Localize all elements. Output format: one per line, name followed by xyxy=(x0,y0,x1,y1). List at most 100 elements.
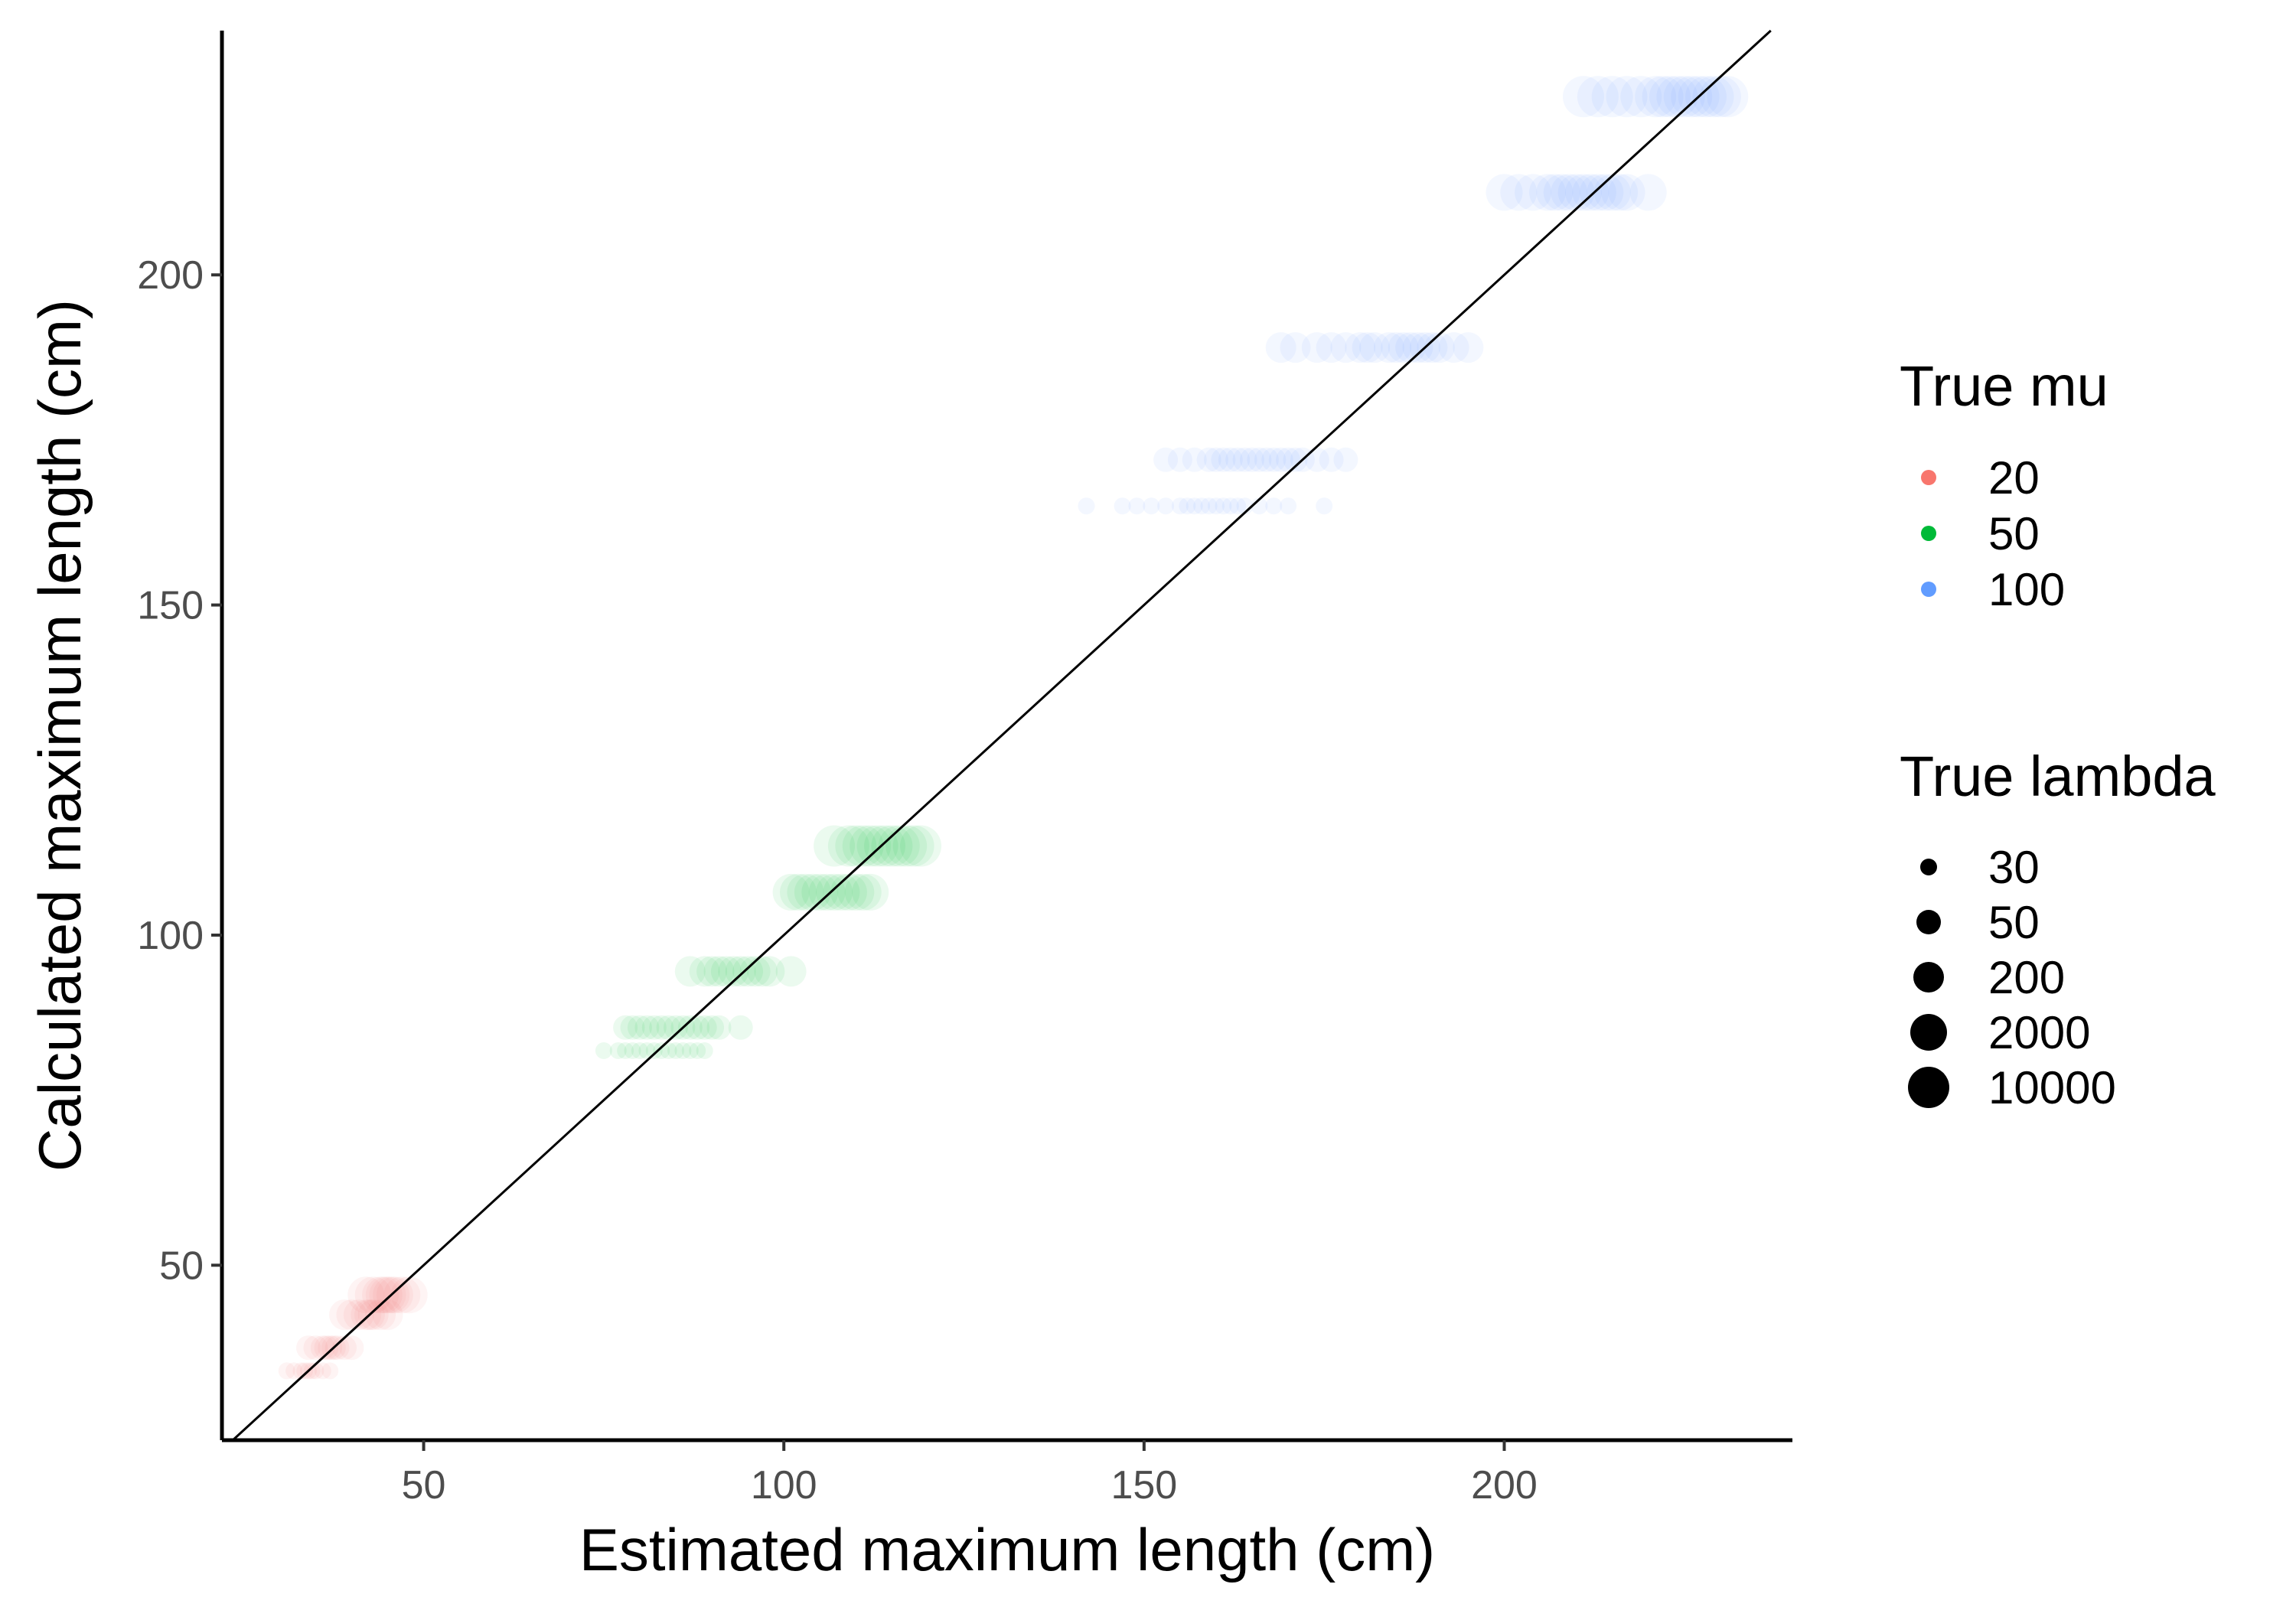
point-mu-100 xyxy=(1319,447,1344,472)
size-legend: True lambda 30 50 200 2000 10000 xyxy=(1900,745,2216,1113)
point-mu-20 xyxy=(347,1276,385,1314)
point-mu-100 xyxy=(1128,497,1146,515)
point-mu-100 xyxy=(1171,497,1189,515)
point-mu-50 xyxy=(772,873,810,911)
point-mu-100 xyxy=(1565,174,1602,211)
point-mu-50 xyxy=(634,1015,660,1040)
point-mu-20 xyxy=(303,1362,321,1380)
point-mu-100 xyxy=(1283,447,1308,472)
point-mu-20 xyxy=(318,1335,343,1361)
point-mu-100 xyxy=(1577,76,1619,118)
point-mu-100 xyxy=(1685,76,1727,118)
point-mu-100 xyxy=(1204,447,1228,472)
legend-label-lambda-30: 30 xyxy=(1988,842,2040,893)
point-mu-20 xyxy=(329,1299,360,1331)
data-points xyxy=(278,76,1749,1380)
point-mu-100 xyxy=(1268,447,1293,472)
legend-label-mu-100: 100 xyxy=(1988,564,2065,615)
point-mu-100 xyxy=(1388,332,1419,363)
point-mu-100 xyxy=(1453,332,1484,363)
point-mu-20 xyxy=(285,1362,303,1380)
point-mu-20 xyxy=(357,1299,389,1331)
point-mu-50 xyxy=(900,825,941,867)
point-mu-100 xyxy=(1280,497,1297,515)
point-mu-100 xyxy=(1536,174,1574,211)
point-mu-50 xyxy=(718,956,749,987)
point-mu-50 xyxy=(681,1042,699,1059)
point-mu-50 xyxy=(653,1042,670,1059)
point-mu-100 xyxy=(1500,174,1538,211)
x-tick-label: 100 xyxy=(751,1463,817,1508)
point-mu-50 xyxy=(754,956,785,987)
point-mu-100 xyxy=(1167,447,1192,472)
point-mu-20 xyxy=(310,1335,335,1361)
point-mu-100 xyxy=(1254,447,1279,472)
point-mu-100 xyxy=(1265,332,1296,363)
y-axis-title: Calculated maximum length (cm) xyxy=(26,299,93,1172)
point-mu-100 xyxy=(1601,174,1639,211)
point-mu-100 xyxy=(1114,497,1131,515)
point-mu-100 xyxy=(1240,447,1264,472)
point-mu-100 xyxy=(1587,174,1624,211)
legend-label-mu-50: 50 xyxy=(1988,508,2040,559)
point-mu-50 xyxy=(710,956,742,987)
point-mu-20 xyxy=(390,1276,428,1314)
point-mu-100 xyxy=(1218,447,1243,472)
point-mu-50 xyxy=(706,1015,732,1040)
point-mu-20 xyxy=(365,1299,396,1331)
point-mu-20 xyxy=(321,1362,339,1380)
point-mu-100 xyxy=(1215,497,1232,515)
size-legend-title: True lambda xyxy=(1900,745,2216,808)
point-mu-100 xyxy=(1373,332,1404,363)
point-mu-50 xyxy=(674,1042,692,1059)
y-tick-label: 100 xyxy=(137,914,204,958)
point-mu-100 xyxy=(1417,332,1448,363)
point-mu-20 xyxy=(376,1276,413,1314)
point-mu-100 xyxy=(1629,174,1667,211)
point-mu-20 xyxy=(332,1335,357,1361)
point-mu-20 xyxy=(365,1276,403,1314)
point-mu-100 xyxy=(1515,174,1552,211)
point-mu-100 xyxy=(1333,447,1358,472)
point-mu-100 xyxy=(1486,174,1523,211)
point-mu-50 xyxy=(885,825,928,867)
point-mu-50 xyxy=(674,956,706,987)
point-mu-20 xyxy=(351,1299,382,1331)
point-mu-50 xyxy=(871,825,913,867)
point-mu-50 xyxy=(852,873,889,911)
point-mu-100 xyxy=(1316,497,1333,515)
point-mu-50 xyxy=(700,1015,725,1040)
point-mu-100 xyxy=(1153,447,1179,472)
legend-key-lambda-2000 xyxy=(1910,1014,1947,1051)
point-mu-100 xyxy=(1671,76,1713,118)
point-mu-50 xyxy=(641,1015,667,1040)
point-mu-20 xyxy=(372,1299,403,1331)
y-tick-label: 200 xyxy=(137,253,204,298)
point-mu-100 xyxy=(1301,332,1332,363)
point-mu-100 xyxy=(1200,497,1218,515)
legend-key-mu-50 xyxy=(1921,526,1936,541)
point-mu-50 xyxy=(667,1042,684,1059)
point-mu-20 xyxy=(296,1335,321,1361)
point-mu-100 xyxy=(1157,497,1175,515)
point-mu-50 xyxy=(856,825,899,867)
point-mu-50 xyxy=(620,1015,645,1040)
point-mu-50 xyxy=(775,956,807,987)
color-legend-title: True mu xyxy=(1900,354,2108,418)
point-mu-50 xyxy=(613,1015,638,1040)
point-mu-100 xyxy=(1663,76,1705,118)
point-mu-50 xyxy=(617,1042,634,1059)
point-mu-100 xyxy=(1608,174,1645,211)
point-mu-100 xyxy=(1179,497,1196,515)
point-mu-50 xyxy=(823,873,860,911)
y-axis-ticks: 50 100 150 200 xyxy=(137,253,222,1288)
point-mu-50 xyxy=(850,825,892,867)
point-mu-50 xyxy=(696,1042,713,1059)
point-mu-20 xyxy=(339,1335,364,1361)
color-legend: True mu 20 50 100 xyxy=(1900,354,2108,615)
point-mu-100 xyxy=(1261,447,1287,472)
point-mu-50 xyxy=(816,873,853,911)
point-mu-100 xyxy=(1330,332,1362,363)
x-tick-label: 150 xyxy=(1110,1463,1177,1508)
